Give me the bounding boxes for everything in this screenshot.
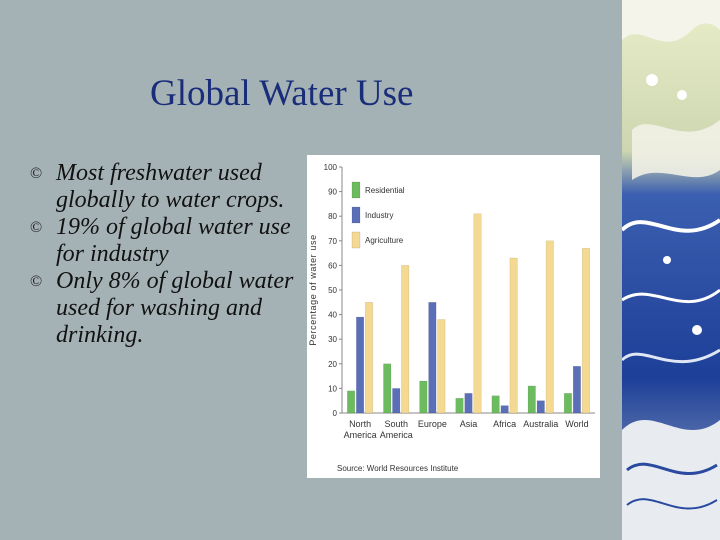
legend-swatch xyxy=(351,181,361,199)
legend-label: Industry xyxy=(365,211,393,220)
bar-agriculture xyxy=(365,302,374,414)
bullet-list: © Most freshwater used globally to water… xyxy=(30,160,315,349)
legend-swatch xyxy=(351,231,361,249)
y-tick-label: 20 xyxy=(328,360,337,369)
y-tick-label: 80 xyxy=(328,212,337,221)
bar-agriculture xyxy=(437,319,446,414)
wave-decoration xyxy=(622,0,720,540)
y-tick-label: 70 xyxy=(328,237,337,246)
x-tick-label: North xyxy=(349,419,371,429)
x-tick-label: South xyxy=(384,419,408,429)
x-tick-label: World xyxy=(565,419,588,429)
x-tick-label: Europe xyxy=(418,419,447,429)
bar-agriculture xyxy=(509,257,518,414)
bullet-item: © Only 8% of global water used for washi… xyxy=(30,268,315,349)
legend-label: Agriculture xyxy=(365,236,404,245)
legend-swatch xyxy=(351,206,361,224)
bar-residential xyxy=(419,380,428,414)
x-tick-label: Africa xyxy=(493,419,516,429)
y-tick-label: 10 xyxy=(328,384,337,393)
chart-source: Source: World Resources Institute xyxy=(337,464,459,473)
bullet-item: © 19% of global water use for industry xyxy=(30,214,315,268)
bar-industry xyxy=(500,405,509,414)
x-tick-label: America xyxy=(380,430,413,440)
bar-industry xyxy=(428,302,437,414)
bar-residential xyxy=(455,397,464,414)
bullet-marker-icon: © xyxy=(30,165,43,182)
legend-label: Residential xyxy=(365,186,405,195)
bar-residential xyxy=(491,395,500,414)
bullet-marker-icon: © xyxy=(30,219,43,236)
y-tick-label: 100 xyxy=(324,163,338,172)
x-tick-label: Asia xyxy=(460,419,478,429)
y-axis-label: Percentage of water use xyxy=(308,234,318,345)
bar-agriculture xyxy=(473,213,482,414)
y-tick-label: 90 xyxy=(328,188,337,197)
bullet-text: Most freshwater used globally to water c… xyxy=(56,160,285,213)
x-tick-label: America xyxy=(344,430,377,440)
bar-residential xyxy=(563,393,572,414)
bar-industry xyxy=(392,388,401,414)
slide-title: Global Water Use xyxy=(150,73,414,114)
y-tick-label: 0 xyxy=(333,409,338,418)
bar-industry xyxy=(356,316,365,414)
bar-residential xyxy=(527,385,536,414)
chart-panel: 0 10 20 30 40 50 60 70 80 90 100 Percentage of wate… xyxy=(307,155,600,478)
bar-industry xyxy=(464,393,473,414)
bar-agriculture xyxy=(581,247,590,414)
x-tick-label: Australia xyxy=(523,419,558,429)
y-tick-label: 50 xyxy=(328,286,337,295)
bar-residential xyxy=(383,363,392,414)
y-tick-label: 40 xyxy=(328,311,337,320)
bar-agriculture xyxy=(401,265,410,414)
bullet-item: © Most freshwater used globally to water… xyxy=(30,160,315,214)
bullet-text: 19% of global water use for industry xyxy=(56,214,291,267)
bullet-text: Only 8% of global water used for washing… xyxy=(56,268,294,348)
bar-agriculture xyxy=(545,240,554,414)
water-use-bar-chart: 0 10 20 30 40 50 60 70 80 90 100 Percentage of wate… xyxy=(308,163,595,473)
y-tick-label: 30 xyxy=(328,335,337,344)
bar-industry xyxy=(536,400,545,414)
bullet-marker-icon: © xyxy=(30,273,43,290)
y-tick-label: 60 xyxy=(328,261,337,270)
bar-residential xyxy=(347,390,356,414)
bar-industry xyxy=(572,366,581,414)
